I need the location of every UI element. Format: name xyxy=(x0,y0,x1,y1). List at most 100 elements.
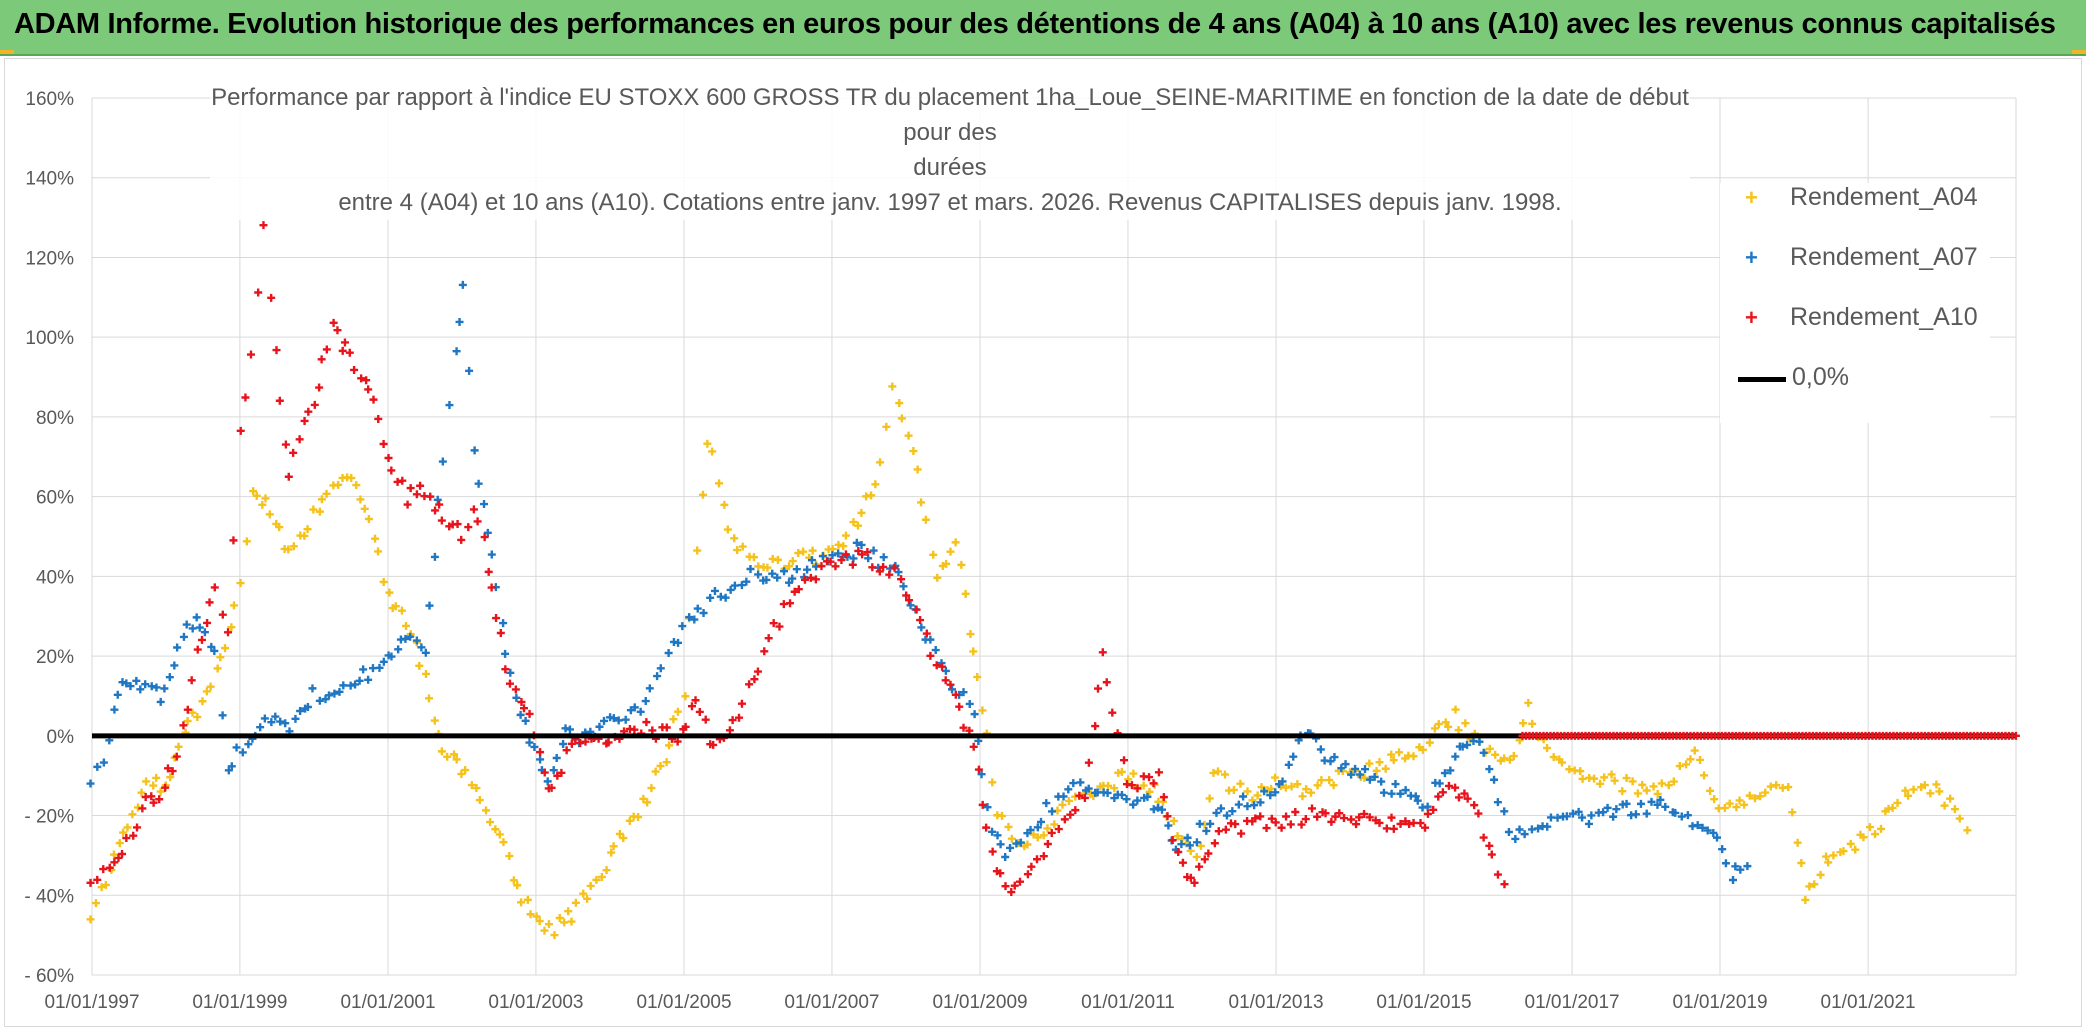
y-tick-label: 60% xyxy=(36,488,74,509)
marker-a10 xyxy=(1301,815,1310,824)
marker-a07 xyxy=(721,593,730,602)
marker-a04 xyxy=(437,747,446,756)
marker-a04 xyxy=(156,787,165,796)
marker-a04 xyxy=(1816,870,1825,879)
marker-a04 xyxy=(509,876,518,885)
marker-a10 xyxy=(338,346,347,355)
marker-a07 xyxy=(1370,772,1379,781)
marker-a07 xyxy=(1351,764,1360,773)
marker-a10 xyxy=(745,680,754,689)
marker-a04 xyxy=(1129,769,1138,778)
marker-a10 xyxy=(1102,678,1111,687)
marker-a07 xyxy=(614,716,623,725)
marker-a07 xyxy=(1316,745,1325,754)
marker-a07 xyxy=(256,723,265,732)
marker-a10 xyxy=(1340,814,1348,823)
marker-a10 xyxy=(1387,813,1396,822)
marker-a10 xyxy=(304,407,313,416)
marker-a04 xyxy=(567,917,576,926)
marker-a07 xyxy=(899,582,908,591)
marker-a10 xyxy=(1262,824,1271,833)
marker-a10 xyxy=(345,348,354,357)
marker-a04 xyxy=(315,507,324,516)
marker-a04 xyxy=(385,588,394,597)
marker-a04 xyxy=(91,899,100,908)
marker-a10 xyxy=(1178,858,1187,867)
marker-a04 xyxy=(174,742,183,751)
marker-a10 xyxy=(1355,813,1364,822)
marker-a04 xyxy=(1395,748,1404,757)
marker-a07 xyxy=(1076,778,1085,787)
marker-a10 xyxy=(1251,814,1260,823)
marker-a07 xyxy=(664,648,673,657)
marker-a10 xyxy=(369,395,378,404)
marker-a07 xyxy=(1250,801,1259,810)
marker-a07 xyxy=(1243,802,1252,811)
marker-a04 xyxy=(450,750,459,759)
marker-a04 xyxy=(643,798,652,807)
marker-a07 xyxy=(379,657,388,666)
x-tick-label: 01/01/2019 xyxy=(1672,992,1767,1013)
marker-a07 xyxy=(303,702,312,711)
marker-a10 xyxy=(536,748,545,757)
marker-a04 xyxy=(482,806,491,815)
marker-a10 xyxy=(1493,870,1502,879)
marker-a10 xyxy=(1454,793,1463,802)
marker-a04 xyxy=(1772,781,1781,790)
marker-a10 xyxy=(890,563,899,572)
marker-a07 xyxy=(1064,785,1073,794)
marker-a10 xyxy=(786,599,795,608)
legend-label-zero: 0,0% xyxy=(1792,363,1849,391)
marker-a04 xyxy=(763,563,772,572)
marker-a04 xyxy=(1839,847,1848,856)
marker-a10 xyxy=(1027,862,1036,871)
marker-a04 xyxy=(1963,826,1972,835)
marker-a04 xyxy=(1058,800,1067,809)
marker-a04 xyxy=(1618,787,1627,796)
marker-a04 xyxy=(1205,794,1214,803)
banner-accent-right xyxy=(2072,50,2086,54)
marker-a04 xyxy=(1761,788,1770,797)
marker-a07 xyxy=(1192,838,1201,847)
x-tick-label: 01/01/2003 xyxy=(488,992,583,1013)
marker-a04 xyxy=(1039,831,1048,840)
marker-a04 xyxy=(882,422,891,431)
x-tick-label: 01/01/2015 xyxy=(1376,992,1471,1013)
marker-a07 xyxy=(1361,765,1370,774)
marker-a10 xyxy=(1108,708,1117,717)
marker-a07 xyxy=(501,649,510,658)
marker-a07 xyxy=(869,546,878,555)
marker-a04 xyxy=(1955,814,1964,823)
marker-a10 xyxy=(932,661,941,670)
marker-a04 xyxy=(1409,752,1418,761)
marker-a07 xyxy=(1195,819,1204,828)
marker-a10 xyxy=(147,792,156,801)
marker-a07 xyxy=(152,683,161,692)
marker-a04 xyxy=(698,490,707,499)
marker-a10 xyxy=(1080,793,1089,802)
marker-a07 xyxy=(330,689,339,698)
marker-a04 xyxy=(794,549,803,558)
marker-a07 xyxy=(1387,789,1396,798)
marker-a10 xyxy=(480,533,489,542)
marker-a10 xyxy=(978,800,987,809)
marker-a10 xyxy=(1434,792,1443,801)
marker-a04 xyxy=(673,707,682,716)
marker-a04 xyxy=(1950,805,1959,814)
marker-a10 xyxy=(902,591,911,600)
marker-a04 xyxy=(1682,760,1691,769)
marker-a10 xyxy=(1256,812,1265,821)
marker-a10 xyxy=(1168,836,1177,845)
marker-a10 xyxy=(517,698,526,707)
marker-a04 xyxy=(513,881,522,890)
marker-a04 xyxy=(1865,823,1874,832)
marker-a10 xyxy=(241,393,250,402)
marker-a10 xyxy=(1277,823,1286,832)
marker-a04 xyxy=(123,823,132,832)
marker-a04 xyxy=(535,917,544,926)
marker-a07 xyxy=(1377,777,1386,786)
marker-a04 xyxy=(1375,758,1384,767)
marker-a04 xyxy=(1543,744,1552,753)
marker-a04 xyxy=(560,918,569,927)
marker-a04 xyxy=(275,523,284,532)
